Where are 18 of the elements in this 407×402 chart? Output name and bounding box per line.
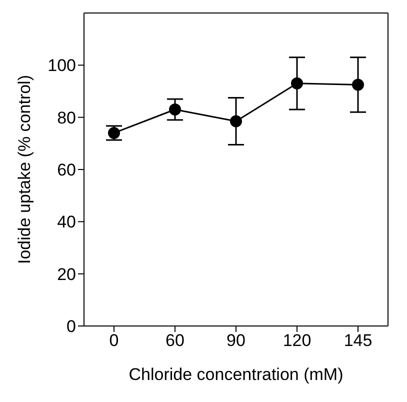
y-tick-label: 60 [57, 160, 76, 180]
x-tick-label: 0 [109, 331, 119, 350]
y-tick-label: 20 [57, 264, 76, 284]
point [169, 104, 181, 116]
x-tick-label: 60 [166, 331, 184, 350]
point [291, 77, 303, 90]
x-tick-label: 90 [226, 331, 246, 350]
x-tick-label: 120 [282, 331, 312, 350]
y-tick-label: 40 [57, 212, 76, 232]
x-tick-label: 145 [344, 331, 372, 350]
point [108, 126, 120, 139]
y-tick-label: 80 [57, 108, 76, 128]
y-tick-label: 0 [66, 317, 76, 336]
point [352, 78, 364, 91]
y-axis-title: Iodide uptake (% control) [15, 75, 34, 264]
point [230, 115, 242, 128]
y-tick-label: 100 [48, 56, 76, 76]
x-axis-title: Chloride concentration (mM) [128, 365, 344, 384]
